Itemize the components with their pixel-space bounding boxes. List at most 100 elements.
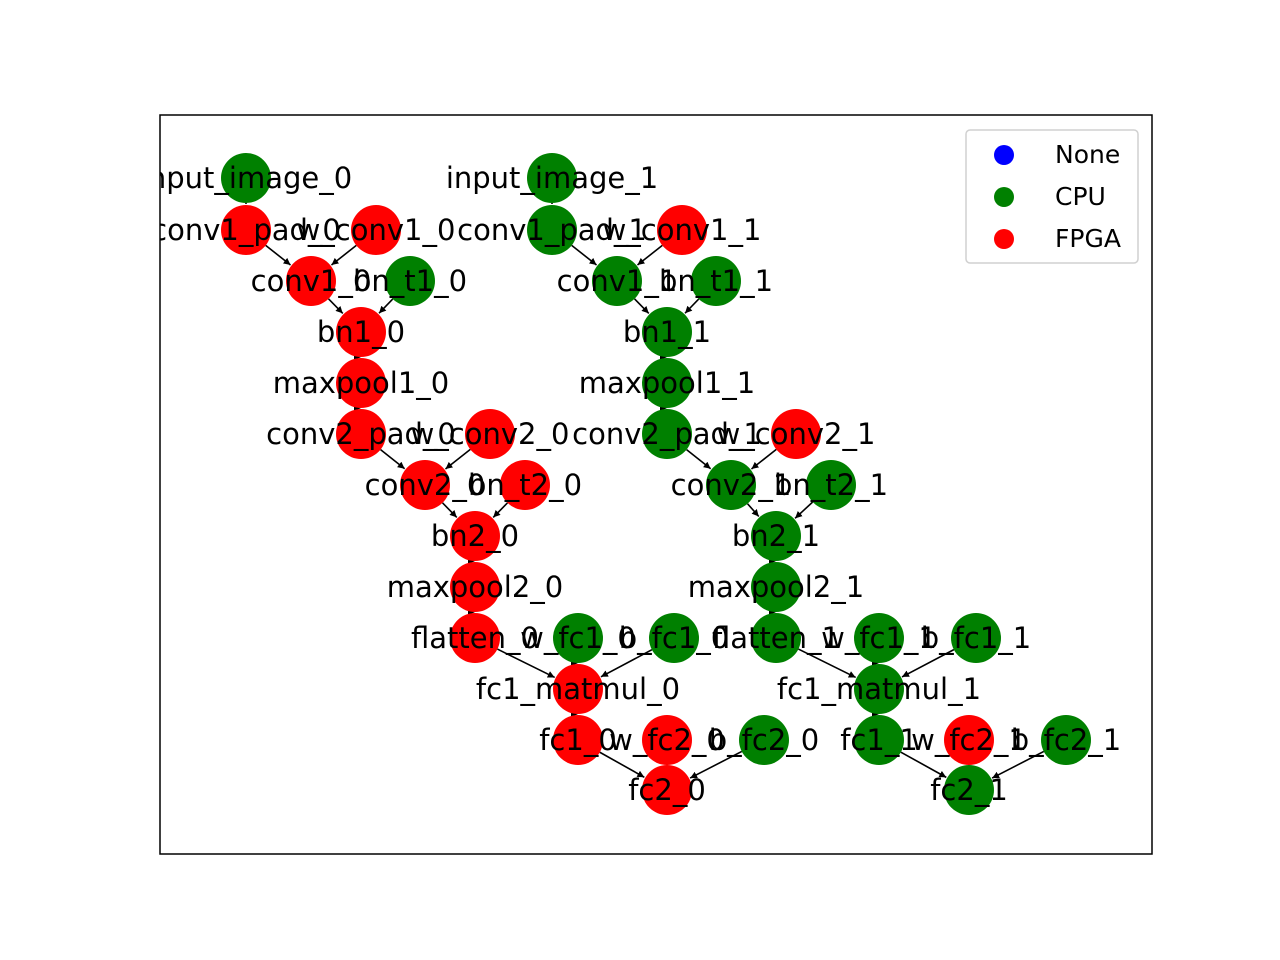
edge-w_conv2_1-to-conv2_1 (750, 448, 777, 470)
node-label-maxpool1_0: maxpool1_0 (273, 366, 450, 400)
node-label-bn1_0: bn1_0 (317, 315, 405, 349)
edge-conv2_0-to-bn2_0 (441, 502, 458, 518)
node-label-conv2_pad_0: conv2_pad_0 (266, 417, 456, 451)
edge-b_fc1_1-to-fc1_matmul_1 (901, 648, 955, 678)
edge-fc1_1-to-fc2_1 (900, 751, 947, 779)
node-label-w_conv1_0: w_conv1_0 (297, 213, 456, 247)
node-flatten_0 (450, 613, 500, 663)
node-label-input_image_0: input_image_0 (140, 161, 352, 195)
node-label-conv1_pad_1: conv1_pad_1 (457, 213, 647, 247)
node-label-b_fc2_0: b_fc2_0 (709, 723, 819, 757)
edge-bn_t1_1-to-bn1_1 (684, 298, 700, 314)
node-fc2_1 (944, 765, 994, 815)
node-bn_t1_0 (385, 256, 435, 306)
node-label-flatten_1: flatten_1 (712, 621, 840, 655)
node-label-fc1_matmul_0: fc1_matmul_0 (476, 672, 680, 706)
node-label-bn_t1_1: bn_t1_1 (659, 264, 773, 298)
edge-conv1_pad_0-to-conv1_0 (265, 244, 292, 266)
node-fc1_matmul_1 (854, 664, 904, 714)
node-b_fc1_0 (649, 613, 699, 663)
node-bn2_0 (450, 511, 500, 561)
node-label-bn2_0: bn2_0 (431, 519, 519, 553)
edge-b_fc2_0-to-fc2_0 (689, 750, 743, 779)
legend-marker-none (994, 145, 1014, 165)
node-label-b_fc1_1: b_fc1_1 (921, 621, 1031, 655)
node-conv2_1 (706, 460, 756, 510)
node-label-conv2_pad_1: conv2_pad_1 (572, 417, 762, 451)
edge-conv2_pad_1-to-conv2_1 (686, 448, 712, 470)
node-w_conv2_0 (465, 409, 515, 459)
node-conv1_pad_1 (527, 205, 577, 255)
edge-bn_t2_0-to-bn2_0 (492, 502, 509, 518)
node-fc1_0 (553, 715, 603, 765)
node-label-conv1_pad_0: conv1_pad_0 (151, 213, 341, 247)
node-label-b_fc1_0: b_fc1_0 (619, 621, 729, 655)
node-w_fc1_0 (553, 613, 603, 663)
node-b_fc2_1 (1041, 715, 1091, 765)
node-label-fc2_1: fc2_1 (930, 773, 1008, 807)
node-w_conv1_1 (657, 205, 707, 255)
node-b_fc2_0 (739, 715, 789, 765)
node-bn1_0 (336, 307, 386, 357)
node-maxpool2_1 (751, 562, 801, 612)
node-label-conv2_0: conv2_0 (365, 468, 486, 502)
node-label-bn2_1: bn2_1 (732, 519, 820, 553)
node-input_image_0 (221, 153, 271, 203)
node-w_conv2_1 (771, 409, 821, 459)
node-b_fc1_1 (951, 613, 1001, 663)
node-label-w_fc1_1: w_fc1_1 (821, 621, 937, 655)
node-label-input_image_1: input_image_1 (446, 161, 658, 195)
label-layer: input_image_0 conv1_pad_0w_conv1_0 conv1_0… (140, 161, 1121, 807)
node-w_fc2_1 (944, 715, 994, 765)
node-conv1_0 (286, 256, 336, 306)
node-label-w_fc2_1: w_fc2_1 (911, 723, 1027, 757)
edge-conv1_1-to-bn1_1 (633, 298, 650, 314)
node-layer (221, 153, 1091, 815)
legend: None CPU FPGA (965, 129, 1139, 264)
node-label-conv2_1: conv2_1 (671, 468, 792, 502)
node-conv2_pad_0 (336, 409, 386, 459)
edge-w_conv2_0-to-conv2_0 (444, 448, 471, 470)
edge-conv2_pad_0-to-conv2_0 (380, 448, 406, 470)
node-label-fc1_0: fc1_0 (539, 723, 617, 757)
node-maxpool1_0 (336, 358, 386, 408)
edge-fc1_0-to-fc2_0 (599, 751, 645, 778)
node-bn_t1_1 (691, 256, 741, 306)
node-conv1_1 (592, 256, 642, 306)
node-flatten_1 (751, 613, 801, 663)
node-fc2_0 (642, 765, 692, 815)
edge-w_conv1_1-to-conv1_1 (636, 244, 663, 266)
node-w_fc2_0 (642, 715, 692, 765)
edge-conv1_pad_1-to-conv1_1 (571, 244, 598, 266)
node-label-bn_t2_0: bn_t2_0 (468, 468, 582, 502)
node-label-conv1_0: conv1_0 (251, 264, 372, 298)
node-label-w_conv2_1: w_conv2_1 (717, 417, 876, 451)
node-label-flatten_0: flatten_0 (411, 621, 539, 655)
legend-marker-fpga (994, 229, 1014, 249)
node-input_image_1 (527, 153, 577, 203)
legend-marker-cpu (994, 187, 1014, 207)
node-conv2_pad_1 (642, 409, 692, 459)
legend-label-fpga: FPGA (1055, 224, 1121, 253)
node-w_fc1_1 (854, 613, 904, 663)
node-label-maxpool2_1: maxpool2_1 (688, 570, 865, 604)
node-label-b_fc2_1: b_fc2_1 (1011, 723, 1121, 757)
node-label-w_conv2_0: w_conv2_0 (411, 417, 570, 451)
edge-conv2_1-to-bn2_1 (746, 503, 760, 518)
edge-flatten_0-to-fc1_matmul_0 (497, 648, 556, 679)
edge-bn_t2_1-to-bn2_1 (794, 501, 814, 519)
node-maxpool2_0 (450, 562, 500, 612)
node-bn_t2_0 (500, 460, 550, 510)
legend-label-none: None (1055, 140, 1120, 169)
legend-label-cpu: CPU (1055, 182, 1106, 211)
edge-flatten_1-to-fc1_matmul_1 (798, 648, 857, 679)
node-label-bn1_1: bn1_1 (623, 315, 711, 349)
node-bn2_1 (751, 511, 801, 561)
node-fc1_matmul_0 (553, 664, 603, 714)
node-label-fc1_1: fc1_1 (840, 723, 918, 757)
node-label-bn_t1_0: bn_t1_0 (353, 264, 467, 298)
edge-w_conv1_0-to-conv1_0 (330, 244, 357, 266)
edge-conv1_0-to-bn1_0 (327, 298, 344, 314)
node-bn_t2_1 (806, 460, 856, 510)
